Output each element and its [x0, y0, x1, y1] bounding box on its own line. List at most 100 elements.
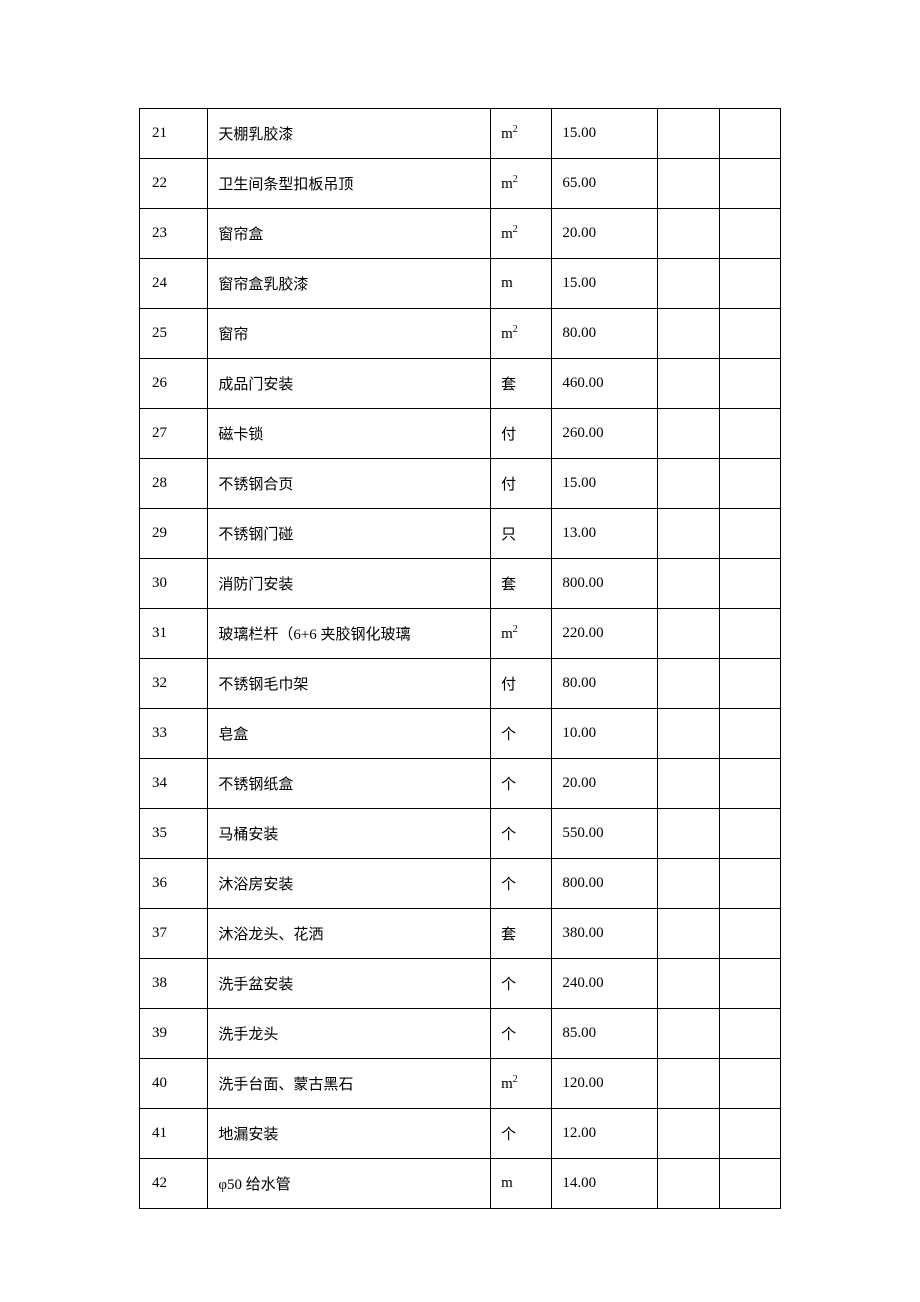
- cell-unit: m2: [491, 109, 552, 159]
- cell-empty: [719, 709, 780, 759]
- cell-description: 卫生间条型扣板吊顶: [208, 159, 491, 209]
- cell-empty: [719, 609, 780, 659]
- cell-empty: [658, 559, 719, 609]
- cell-empty: [658, 459, 719, 509]
- price-table-container: 21天棚乳胶漆m215.0022卫生间条型扣板吊顶m265.0023窗帘盒m22…: [139, 108, 781, 1209]
- cell-empty: [719, 509, 780, 559]
- cell-description: 不锈钢毛巾架: [208, 659, 491, 709]
- cell-index: 30: [140, 559, 208, 609]
- cell-description: 不锈钢合页: [208, 459, 491, 509]
- cell-description: 皂盒: [208, 709, 491, 759]
- table-row: 39洗手龙头个85.00: [140, 1009, 781, 1059]
- cell-unit: 付: [491, 459, 552, 509]
- cell-empty: [658, 909, 719, 959]
- cell-empty: [719, 209, 780, 259]
- cell-unit: 个: [491, 959, 552, 1009]
- cell-index: 22: [140, 159, 208, 209]
- table-row: 41地漏安装个12.00: [140, 1109, 781, 1159]
- cell-unit: 套: [491, 559, 552, 609]
- cell-description: 窗帘盒乳胶漆: [208, 259, 491, 309]
- cell-price: 10.00: [552, 709, 658, 759]
- cell-price: 800.00: [552, 859, 658, 909]
- cell-index: 36: [140, 859, 208, 909]
- cell-index: 42: [140, 1159, 208, 1209]
- cell-price: 20.00: [552, 759, 658, 809]
- cell-index: 28: [140, 459, 208, 509]
- cell-index: 34: [140, 759, 208, 809]
- cell-price: 20.00: [552, 209, 658, 259]
- cell-index: 41: [140, 1109, 208, 1159]
- cell-price: 12.00: [552, 1109, 658, 1159]
- cell-empty: [658, 1159, 719, 1209]
- cell-empty: [719, 159, 780, 209]
- cell-unit: m2: [491, 209, 552, 259]
- cell-empty: [719, 559, 780, 609]
- cell-empty: [658, 659, 719, 709]
- cell-price: 15.00: [552, 109, 658, 159]
- cell-index: 32: [140, 659, 208, 709]
- cell-empty: [719, 309, 780, 359]
- cell-price: 80.00: [552, 659, 658, 709]
- table-row: 22卫生间条型扣板吊顶m265.00: [140, 159, 781, 209]
- cell-price: 15.00: [552, 259, 658, 309]
- table-row: 42φ50 给水管m14.00: [140, 1159, 781, 1209]
- cell-unit: m2: [491, 309, 552, 359]
- cell-description: 磁卡锁: [208, 409, 491, 459]
- cell-price: 800.00: [552, 559, 658, 609]
- cell-description: 洗手台面、蒙古黑石: [208, 1059, 491, 1109]
- cell-empty: [658, 1009, 719, 1059]
- cell-index: 31: [140, 609, 208, 659]
- cell-unit: 付: [491, 409, 552, 459]
- cell-price: 13.00: [552, 509, 658, 559]
- cell-empty: [658, 309, 719, 359]
- cell-empty: [658, 709, 719, 759]
- cell-unit: 个: [491, 1109, 552, 1159]
- cell-description: 天棚乳胶漆: [208, 109, 491, 159]
- cell-index: 37: [140, 909, 208, 959]
- table-row: 23窗帘盒m220.00: [140, 209, 781, 259]
- cell-index: 24: [140, 259, 208, 309]
- price-table: 21天棚乳胶漆m215.0022卫生间条型扣板吊顶m265.0023窗帘盒m22…: [139, 108, 781, 1209]
- table-row: 25窗帘m280.00: [140, 309, 781, 359]
- cell-price: 240.00: [552, 959, 658, 1009]
- table-row: 37沐浴龙头、花洒套380.00: [140, 909, 781, 959]
- cell-empty: [719, 659, 780, 709]
- cell-unit: 个: [491, 709, 552, 759]
- cell-description: 马桶安装: [208, 809, 491, 859]
- cell-empty: [719, 459, 780, 509]
- table-row: 36沐浴房安装个800.00: [140, 859, 781, 909]
- cell-price: 14.00: [552, 1159, 658, 1209]
- cell-empty: [658, 809, 719, 859]
- cell-empty: [658, 359, 719, 409]
- cell-description: φ50 给水管: [208, 1159, 491, 1209]
- cell-price: 85.00: [552, 1009, 658, 1059]
- cell-empty: [658, 959, 719, 1009]
- cell-description: 消防门安装: [208, 559, 491, 609]
- table-row: 31玻璃栏杆（6+6 夹胶钢化玻璃m2220.00: [140, 609, 781, 659]
- cell-empty: [658, 1109, 719, 1159]
- cell-empty: [719, 259, 780, 309]
- cell-unit: 个: [491, 809, 552, 859]
- cell-empty: [658, 609, 719, 659]
- cell-description: 窗帘盒: [208, 209, 491, 259]
- table-row: 33皂盒个10.00: [140, 709, 781, 759]
- cell-empty: [719, 1059, 780, 1109]
- table-row: 38洗手盆安装个240.00: [140, 959, 781, 1009]
- cell-index: 29: [140, 509, 208, 559]
- cell-empty: [719, 1159, 780, 1209]
- table-body: 21天棚乳胶漆m215.0022卫生间条型扣板吊顶m265.0023窗帘盒m22…: [140, 109, 781, 1209]
- cell-price: 120.00: [552, 1059, 658, 1109]
- cell-price: 460.00: [552, 359, 658, 409]
- cell-empty: [719, 1109, 780, 1159]
- cell-empty: [719, 909, 780, 959]
- table-row: 26成品门安装套460.00: [140, 359, 781, 409]
- cell-unit: m2: [491, 1059, 552, 1109]
- cell-unit: 只: [491, 509, 552, 559]
- cell-empty: [719, 959, 780, 1009]
- cell-empty: [658, 209, 719, 259]
- table-row: 34不锈钢纸盒个20.00: [140, 759, 781, 809]
- cell-description: 沐浴房安装: [208, 859, 491, 909]
- cell-description: 洗手龙头: [208, 1009, 491, 1059]
- cell-index: 23: [140, 209, 208, 259]
- cell-index: 40: [140, 1059, 208, 1109]
